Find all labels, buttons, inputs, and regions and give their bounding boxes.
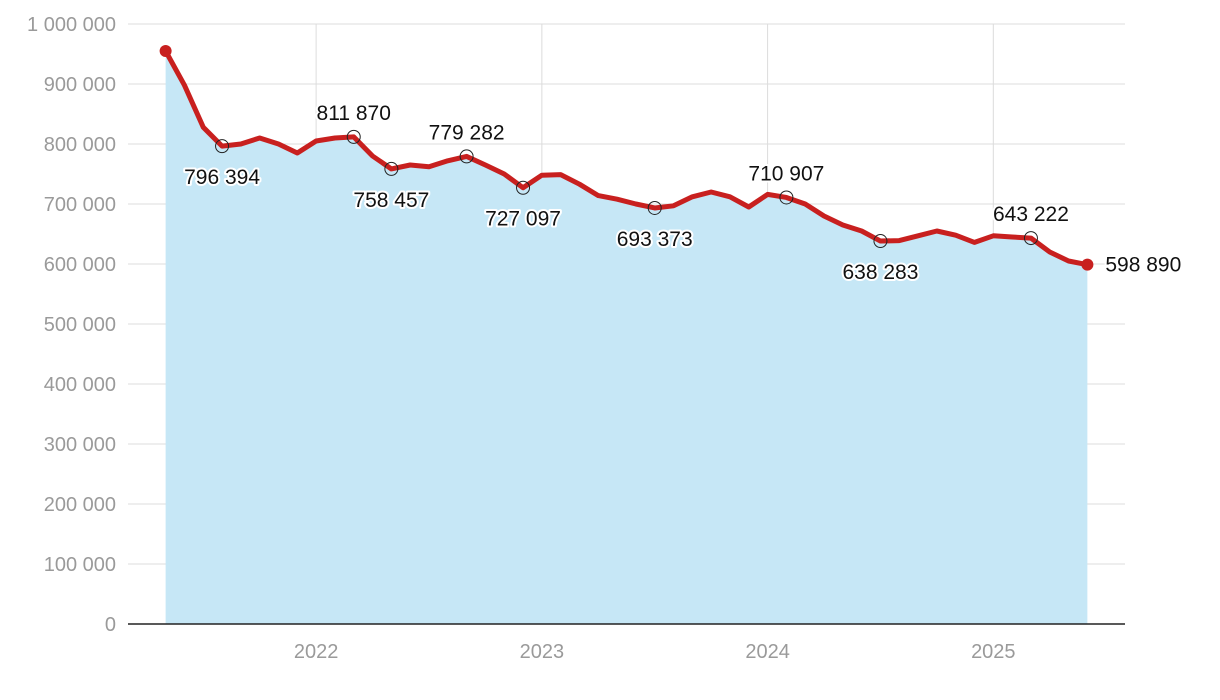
annotation-marker xyxy=(384,161,399,176)
annotation-marker xyxy=(873,234,888,249)
data-label: 779 282 xyxy=(429,121,505,144)
data-label: 598 890 xyxy=(1105,254,1181,277)
y-tick-label: 600 000 xyxy=(44,254,116,276)
y-tick-label: 100 000 xyxy=(44,554,116,576)
x-tick-label: 2022 xyxy=(294,641,339,663)
data-label: 638 283 xyxy=(842,261,918,284)
data-label-layer: 796 394 811 870 758 457 779 282 727 097 693 3… xyxy=(182,100,1183,286)
start-point-marker xyxy=(159,45,172,57)
x-tick-label: 2025 xyxy=(971,641,1016,663)
annotation-marker xyxy=(647,200,662,215)
data-label: 796 394 xyxy=(184,166,260,189)
end-point-marker xyxy=(1081,258,1094,271)
y-tick-label: 500 000 xyxy=(44,314,116,336)
y-tick-label: 0 xyxy=(105,614,116,636)
area-fill-layer xyxy=(165,51,1088,624)
axes: 0 100 000 200 000 300 000 400 000 500 000 600 … xyxy=(27,14,1125,663)
data-label: 643 222 xyxy=(993,203,1069,226)
x-tick-label: 2024 xyxy=(745,641,790,663)
data-label: 758 457 xyxy=(353,189,429,212)
y-tick-label: 200 000 xyxy=(44,494,116,516)
data-label: 811 870 xyxy=(317,102,391,125)
annotation-marker xyxy=(516,180,531,195)
annotation-marker xyxy=(346,129,361,144)
annotation-marker xyxy=(459,149,474,164)
marker-layer xyxy=(159,45,1094,271)
series-line-layer xyxy=(163,48,1090,268)
data-label: 727 097 xyxy=(485,208,561,231)
y-tick-label: 900 000 xyxy=(44,74,116,96)
y-tick-label: 400 000 xyxy=(44,374,116,396)
series-line xyxy=(163,48,1090,268)
data-label: 710 907 xyxy=(748,162,824,185)
data-label: 693 373 xyxy=(617,228,693,251)
annotation-marker xyxy=(215,139,230,154)
y-tick-label: 800 000 xyxy=(44,134,116,156)
area-fill xyxy=(165,51,1088,624)
y-tick-label: 700 000 xyxy=(44,194,116,216)
y-tick-label: 300 000 xyxy=(44,434,116,456)
annotation-marker xyxy=(779,190,794,205)
annotation-marker xyxy=(1023,231,1038,246)
y-tick-label: 1 000 000 xyxy=(27,14,116,36)
x-tick-label: 2023 xyxy=(520,641,565,663)
